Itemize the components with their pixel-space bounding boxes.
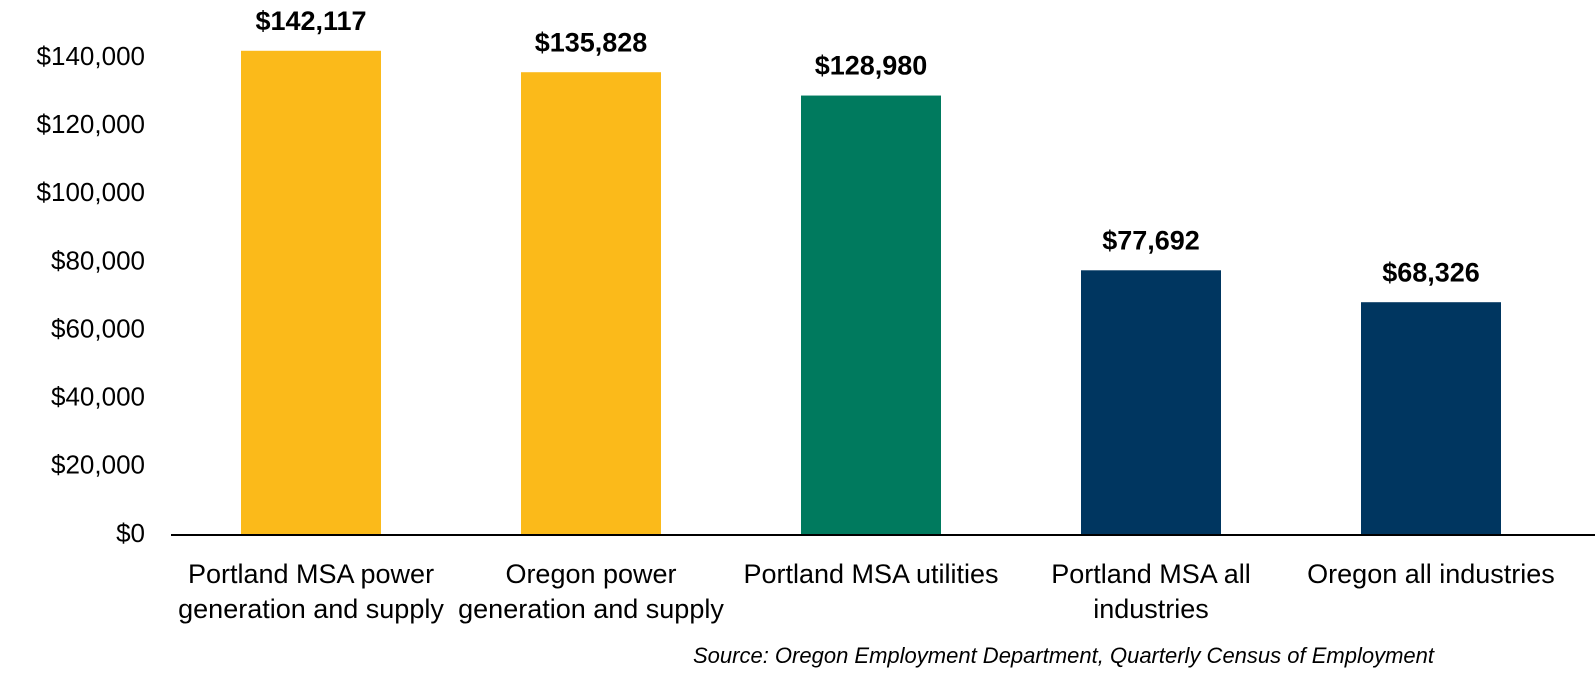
y-tick-label: $0	[116, 518, 145, 548]
y-tick-label: $100,000	[37, 177, 145, 207]
bar	[801, 95, 941, 535]
bar	[521, 72, 661, 535]
value-label: $128,980	[815, 51, 928, 81]
x-tick-label: Portland MSA power generation and supply	[178, 559, 444, 624]
y-tick-label: $120,000	[37, 109, 145, 139]
x-tick-label: Portland MSA utilities	[743, 559, 999, 589]
y-tick-label: $140,000	[37, 41, 145, 71]
y-tick-label: $40,000	[51, 382, 145, 412]
value-label: $77,692	[1102, 225, 1200, 255]
x-tick-label: Oregon all industries	[1307, 559, 1555, 589]
x-tick-label: Oregon power generation and supply	[458, 559, 724, 624]
value-label: $142,117	[255, 6, 366, 36]
y-tick-label: $80,000	[51, 245, 145, 275]
bar	[241, 50, 381, 535]
value-label: $68,326	[1382, 257, 1480, 287]
bar	[1081, 270, 1221, 535]
value-label: $135,828	[535, 27, 648, 57]
bar	[1361, 302, 1501, 535]
y-tick-label: $60,000	[51, 313, 145, 343]
source-note: Source: Oregon Employment Department, Qu…	[693, 643, 1434, 668]
x-tick-label: Portland MSA all industries	[1051, 559, 1251, 624]
y-tick-label: $20,000	[51, 450, 145, 480]
